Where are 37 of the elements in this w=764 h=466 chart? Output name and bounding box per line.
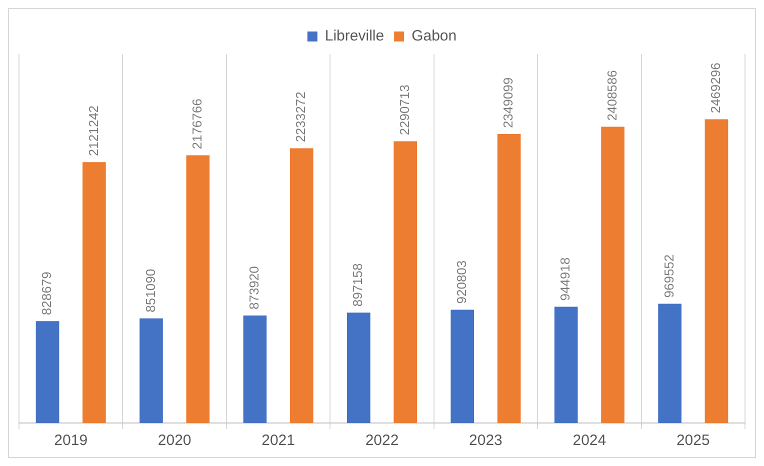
x-tick-label: 2020 [158,432,192,450]
data-label: 969552 [661,254,676,298]
data-label: 851090 [142,268,158,312]
x-tick-label: 2019 [54,432,88,450]
x-tick-label: 2023 [469,432,502,450]
bar [601,126,624,423]
bar [497,134,521,423]
bar [36,321,60,423]
bar [346,312,370,423]
data-label: 2290713 [396,84,412,136]
bar [290,148,314,423]
data-label: 2233272 [293,92,308,142]
bar [658,304,682,423]
bar [186,155,210,423]
data-label: 2176766 [189,98,204,150]
data-label: 897158 [350,263,366,307]
data-label: 2469296 [708,62,724,114]
bar [243,316,267,423]
legend-label: Libreville [324,28,384,45]
data-label: 828679 [39,272,54,316]
data-label: 944918 [558,257,573,301]
bar [704,119,728,423]
x-tick-label: 2025 [676,432,710,450]
data-label: 873920 [246,266,262,310]
bar [450,310,474,423]
legend-label: Gabon [412,28,457,45]
x-tick-label: 2021 [262,432,295,450]
x-tick-label: 2024 [572,432,606,450]
bar [140,318,163,423]
bar [82,162,106,423]
data-label: 2408586 [604,70,620,121]
bar [554,306,578,423]
x-tick-label: 2022 [365,432,399,450]
bar [394,141,418,423]
data-label: 2121242 [86,105,101,156]
data-label: 920803 [454,260,469,304]
data-label: 2349099 [500,77,516,128]
